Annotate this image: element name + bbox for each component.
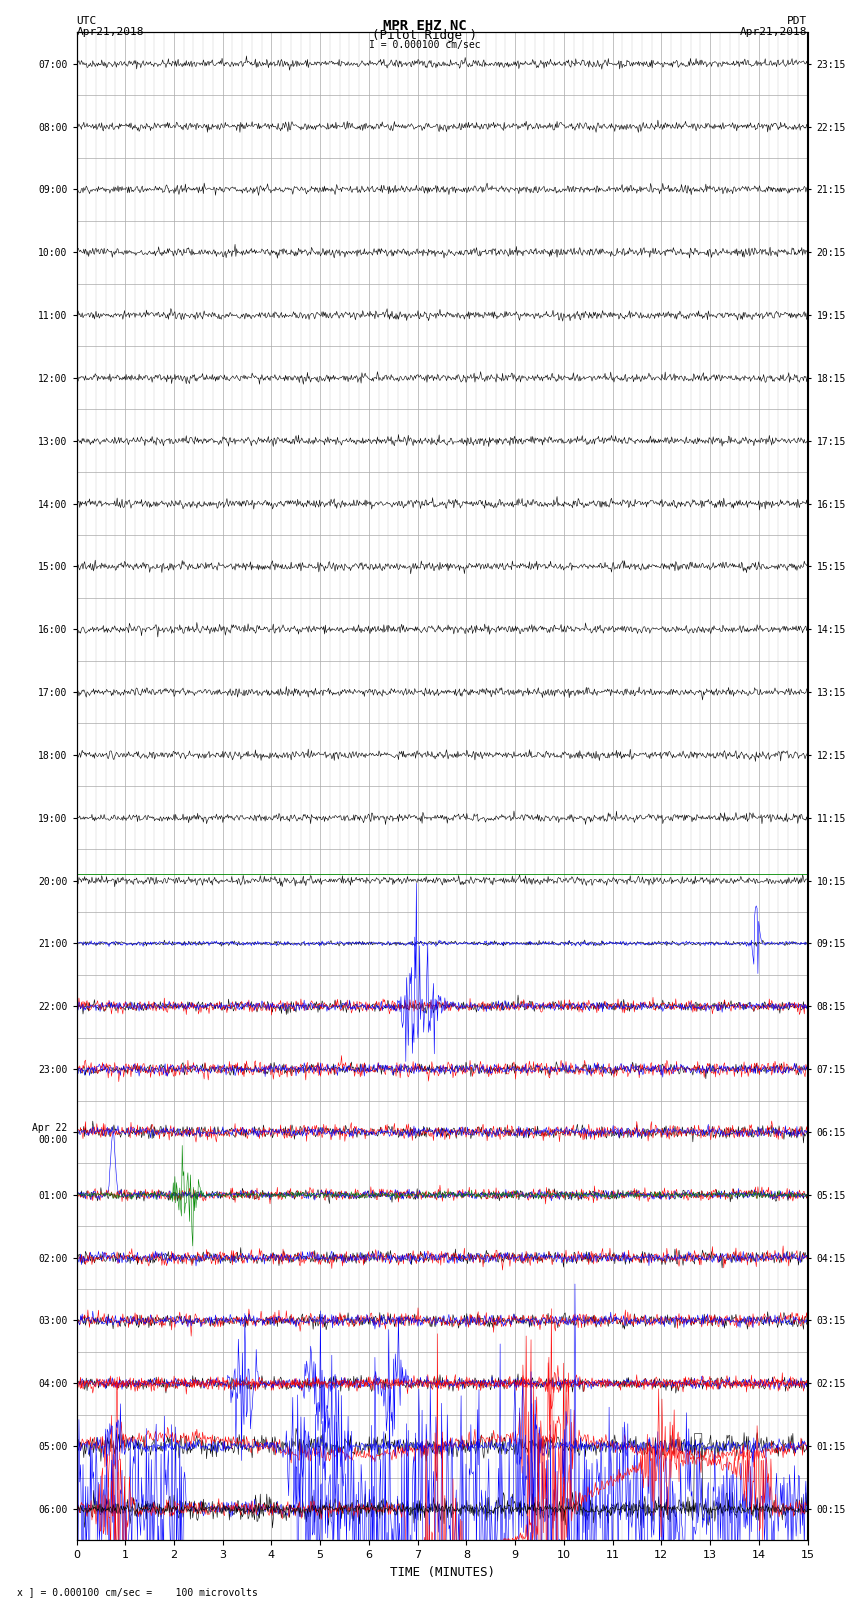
Text: x ] = 0.000100 cm/sec =    100 microvolts: x ] = 0.000100 cm/sec = 100 microvolts [17,1587,258,1597]
Text: I = 0.000100 cm/sec: I = 0.000100 cm/sec [369,40,481,50]
Text: UTC: UTC [76,16,97,26]
X-axis label: TIME (MINUTES): TIME (MINUTES) [389,1566,495,1579]
Text: Apr21,2018: Apr21,2018 [740,27,808,37]
Text: MPR EHZ NC: MPR EHZ NC [383,19,467,34]
Text: Apr21,2018: Apr21,2018 [76,27,144,37]
Text: PDT: PDT [787,16,808,26]
Text: (Pilot Ridge ): (Pilot Ridge ) [372,29,478,42]
